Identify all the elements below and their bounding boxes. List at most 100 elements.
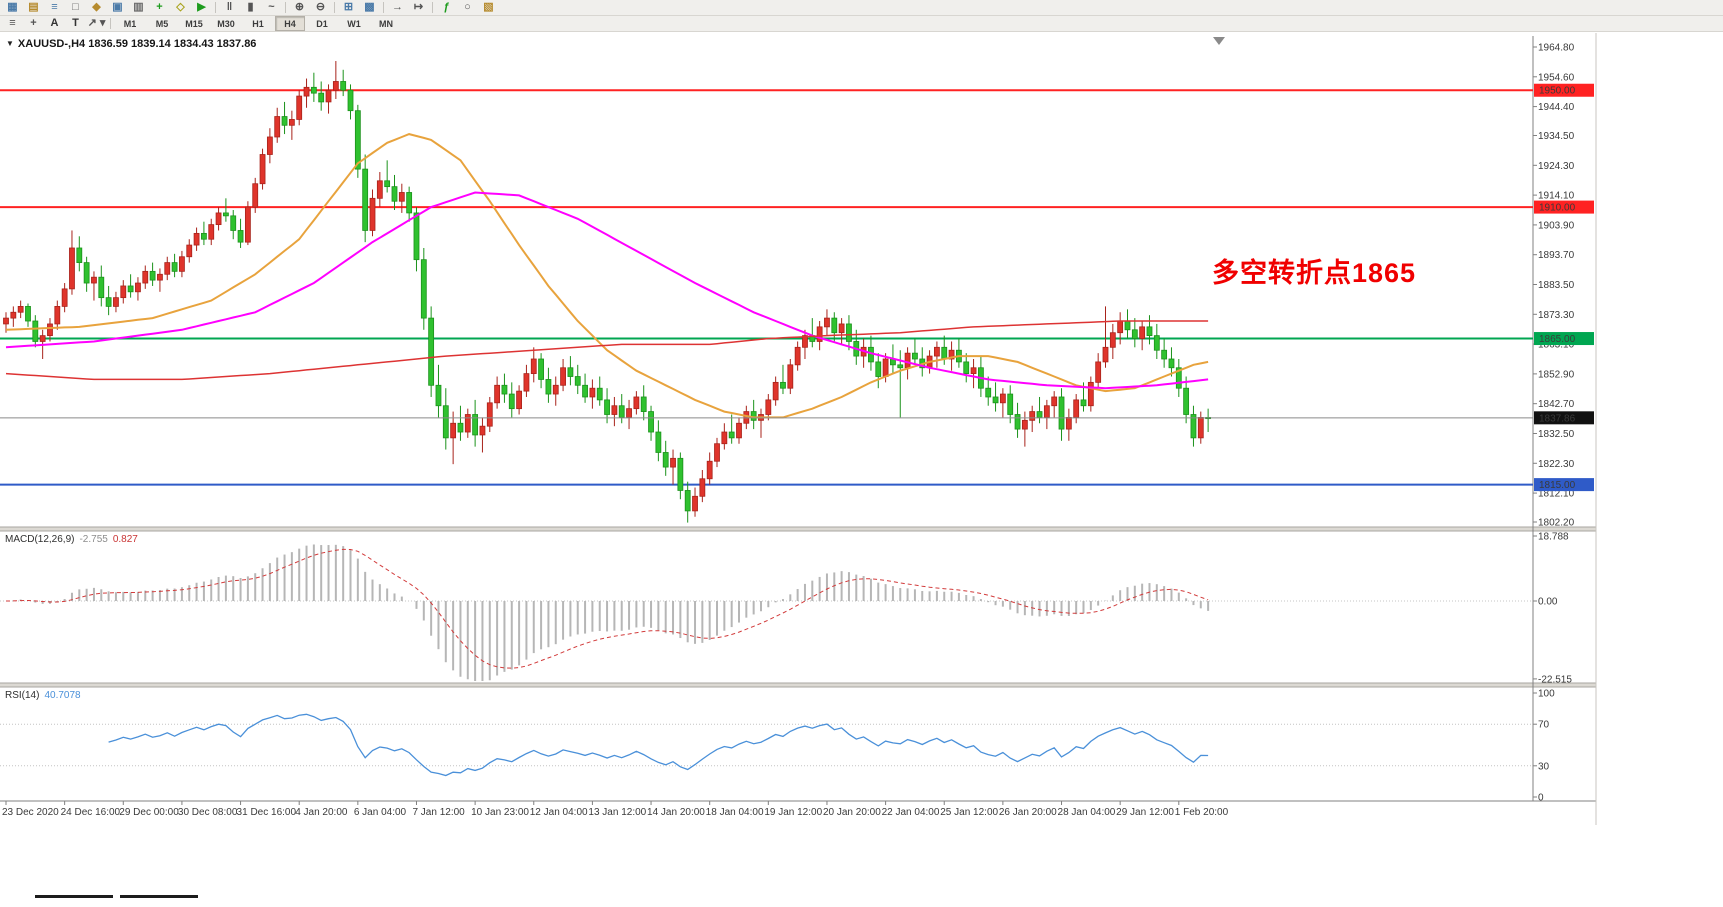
rsi-indicator-label: RSI(14) 40.7078 bbox=[5, 690, 81, 701]
svg-text:14 Jan 20:00: 14 Jan 20:00 bbox=[647, 807, 705, 818]
timeframe-h1[interactable]: H1 bbox=[252, 18, 264, 29]
crosshair-tool-button[interactable]: + bbox=[30, 17, 37, 29]
svg-text:-22.515: -22.515 bbox=[1538, 674, 1572, 685]
svg-text:20 Jan 20:00: 20 Jan 20:00 bbox=[823, 807, 881, 818]
macd-panel bbox=[0, 544, 1533, 681]
svg-text:13 Jan 12:00: 13 Jan 12:00 bbox=[588, 807, 646, 818]
svg-text:100: 100 bbox=[1538, 689, 1555, 700]
chart-shift-marker-icon bbox=[1213, 37, 1225, 45]
macd-indicator-label: MACD(12,26,9) -2.755 0.827 bbox=[5, 534, 138, 545]
cascade-windows-button[interactable]: ▩ bbox=[364, 1, 375, 13]
autotrading-button[interactable]: ▶ bbox=[197, 1, 206, 13]
auto-scroll-button[interactable]: → bbox=[392, 1, 403, 13]
macd-main-value: -2.755 bbox=[79, 534, 108, 545]
toolbar-separator bbox=[334, 2, 335, 13]
svg-text:26 Jan 20:00: 26 Jan 20:00 bbox=[999, 807, 1057, 818]
svg-text:1903.90: 1903.90 bbox=[1538, 220, 1575, 231]
svg-text:1954.60: 1954.60 bbox=[1538, 72, 1575, 83]
svg-text:22 Jan 04:00: 22 Jan 04:00 bbox=[882, 807, 940, 818]
svg-text:1944.40: 1944.40 bbox=[1538, 102, 1575, 113]
timeframe-m1[interactable]: M1 bbox=[123, 18, 137, 29]
chart-title-text: XAUUSD-,H4 1836.59 1839.14 1834.43 1837.… bbox=[17, 38, 257, 50]
periods-button[interactable]: ○ bbox=[464, 1, 471, 13]
svg-text:70: 70 bbox=[1538, 720, 1550, 731]
ma-slow-red bbox=[5, 320, 1209, 381]
bars-chart-button[interactable]: ‖ bbox=[226, 1, 233, 13]
data-window-button[interactable]: □ bbox=[72, 1, 79, 13]
moving-average-lines bbox=[5, 133, 1209, 419]
terminal-button[interactable]: ▣ bbox=[112, 1, 123, 13]
svg-text:18 Jan 04:00: 18 Jan 04:00 bbox=[706, 807, 764, 818]
timeframe-m5[interactable]: M5 bbox=[155, 18, 169, 29]
toolbar-separator bbox=[383, 2, 384, 13]
svg-text:19 Jan 12:00: 19 Jan 12:00 bbox=[764, 807, 822, 818]
macd-signal-value: 0.827 bbox=[112, 534, 138, 545]
chart-grid-menu-button[interactable]: ≡ bbox=[9, 17, 16, 29]
chart-canvas[interactable]: 1964.80 1954.60 1944.40 1934.50 1924.30 1914.… bbox=[0, 32, 1723, 825]
new-order-button[interactable]: + bbox=[156, 1, 163, 13]
symbol-dropdown-icon[interactable]: ▼ bbox=[6, 39, 14, 48]
svg-text:18.788: 18.788 bbox=[1538, 531, 1569, 542]
svg-text:1802.20: 1802.20 bbox=[1538, 518, 1575, 529]
toolbar-separator bbox=[285, 2, 286, 13]
svg-text:0.00: 0.00 bbox=[1538, 597, 1558, 608]
ma-mid-magenta bbox=[5, 191, 1209, 390]
zoom-out-button[interactable]: ⊖ bbox=[315, 1, 326, 13]
indicators-button[interactable]: ƒ bbox=[443, 1, 450, 13]
svg-text:0: 0 bbox=[1538, 793, 1544, 804]
svg-text:7 Jan 12:00: 7 Jan 12:00 bbox=[412, 807, 465, 818]
svg-text:1863.10: 1863.10 bbox=[1538, 340, 1575, 351]
tile-windows-button[interactable]: ⊞ bbox=[343, 1, 354, 13]
timeframe-d1[interactable]: D1 bbox=[316, 18, 328, 29]
drawing-toolbar: ≡ + A T ↗ ▾ bbox=[2, 16, 107, 32]
market-watch-button[interactable]: ≡ bbox=[51, 1, 58, 13]
svg-text:30: 30 bbox=[1538, 761, 1550, 772]
bottom-artifact bbox=[35, 895, 113, 898]
svg-text:1842.70: 1842.70 bbox=[1538, 399, 1575, 410]
shapes-dropdown-button[interactable]: ↗ ▾ bbox=[87, 17, 106, 29]
svg-text:24 Dec 16:00: 24 Dec 16:00 bbox=[61, 807, 121, 818]
text-tool-button[interactable]: A bbox=[50, 17, 59, 29]
timeframe-w1[interactable]: W1 bbox=[347, 18, 361, 29]
timeframe-m15[interactable]: M15 bbox=[185, 18, 203, 29]
svg-text:12 Jan 04:00: 12 Jan 04:00 bbox=[530, 807, 588, 818]
templates-button[interactable]: ▧ bbox=[483, 1, 494, 13]
svg-text:29 Dec 00:00: 29 Dec 00:00 bbox=[119, 807, 179, 818]
main-toolbar: ▦ ▤ ≡ □ ◆ ▣ ▥ + ◇ ▶ ‖ ▮ ~ ⊕ ⊖ ⊞ ▩ → ↦ ƒ ○ ▧ bbox=[0, 0, 1723, 16]
ma-fast-orange bbox=[5, 133, 1209, 419]
svg-text:1837.86: 1837.86 bbox=[1539, 413, 1576, 424]
timeframe-mn[interactable]: MN bbox=[379, 18, 393, 29]
svg-text:1893.70: 1893.70 bbox=[1538, 250, 1575, 261]
svg-text:1950.00: 1950.00 bbox=[1539, 86, 1576, 97]
zoom-in-button[interactable]: ⊕ bbox=[294, 1, 305, 13]
svg-text:25 Jan 12:00: 25 Jan 12:00 bbox=[940, 807, 998, 818]
label-tool-button[interactable]: T bbox=[72, 17, 79, 29]
timeframe-h4[interactable]: H4 bbox=[275, 16, 305, 31]
metaeditor-button[interactable]: ◇ bbox=[176, 1, 185, 13]
candlestick-chart-button[interactable]: ▮ bbox=[247, 1, 254, 13]
chart-shift-button[interactable]: ↦ bbox=[413, 1, 424, 13]
chart-annotation[interactable]: 多空转折点1865 bbox=[1212, 258, 1417, 288]
svg-text:1914.10: 1914.10 bbox=[1538, 191, 1575, 202]
svg-text:1964.80: 1964.80 bbox=[1538, 43, 1575, 54]
svg-text:1822.30: 1822.30 bbox=[1538, 459, 1575, 470]
strategy-tester-button[interactable]: ▥ bbox=[133, 1, 144, 13]
new-chart-button[interactable]: ▦ bbox=[7, 1, 18, 13]
svg-text:1883.50: 1883.50 bbox=[1538, 280, 1575, 291]
timeframe-toolbar: M1 M5 M15 M30 H1 H4 D1 W1 MN bbox=[114, 16, 402, 32]
navigator-button[interactable]: ◆ bbox=[92, 1, 101, 13]
time-scale[interactable]: 23 Dec 2020 24 Dec 16:00 29 Dec 00:00 30 De… bbox=[2, 801, 1229, 818]
toolbar-separator bbox=[215, 2, 216, 13]
candles-layer bbox=[3, 61, 1212, 523]
timeframe-m30[interactable]: M30 bbox=[217, 18, 235, 29]
svg-text:10 Jan 23:00: 10 Jan 23:00 bbox=[471, 807, 529, 818]
line-chart-button[interactable]: ~ bbox=[268, 1, 275, 13]
svg-text:1852.90: 1852.90 bbox=[1538, 369, 1575, 380]
svg-text:4 Jan 20:00: 4 Jan 20:00 bbox=[295, 807, 348, 818]
price-scale[interactable]: 1964.80 1954.60 1944.40 1934.50 1924.30 1914.… bbox=[1533, 43, 1594, 804]
svg-text:31 Dec 16:00: 31 Dec 16:00 bbox=[237, 807, 297, 818]
svg-text:1865.00: 1865.00 bbox=[1539, 334, 1576, 345]
svg-text:1910.00: 1910.00 bbox=[1539, 203, 1576, 214]
profiles-button[interactable]: ▤ bbox=[28, 1, 39, 13]
